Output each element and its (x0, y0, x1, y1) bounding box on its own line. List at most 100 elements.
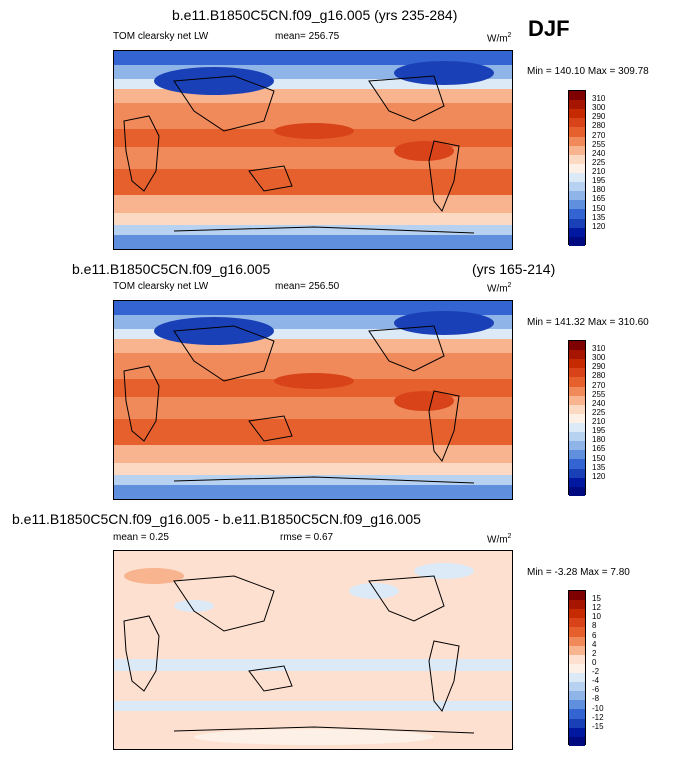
panel2-minmax: Min = 141.32 Max = 310.60 (527, 317, 649, 328)
colorbar-segment (569, 736, 585, 746)
colorbar-segment (569, 182, 585, 192)
panel3-title: b.e11.B1850C5CN.f09_g16.005 - b.e11.B185… (12, 511, 421, 527)
colorbar-segment (569, 91, 585, 101)
colorbar-label: 300 (592, 103, 606, 113)
colorbar-segment (569, 700, 585, 710)
colorbar-label: -8 (592, 694, 600, 704)
colorbar-segment (569, 386, 585, 396)
colorbar-segment (569, 341, 585, 351)
colorbar-segment (569, 200, 585, 210)
colorbar-segment (569, 227, 585, 237)
colorbar-segment (569, 404, 585, 414)
colorbar-segment (569, 691, 585, 701)
panel1-variable: TOM clearsky net LW (113, 31, 209, 42)
colorbar-segment (569, 422, 585, 433)
colorbar-segment (569, 163, 585, 173)
colorbar-label: -10 (592, 703, 604, 713)
colorbar-segment (569, 395, 585, 405)
colorbar-label: 290 (592, 362, 606, 372)
colorbar-label: 6 (592, 630, 597, 640)
colorbar-segment (569, 450, 585, 460)
colorbar-label: 120 (592, 471, 606, 481)
colorbar-segment (569, 377, 585, 387)
panel2-map-graphic (114, 301, 512, 499)
colorbar-segment (569, 654, 585, 664)
colorbar-label: 135 (592, 462, 606, 472)
colorbar-segment (569, 663, 585, 673)
colorbar-segment (569, 127, 585, 137)
colorbar-segment (569, 468, 585, 478)
colorbar-segment (569, 477, 585, 487)
colorbar-segment (569, 486, 585, 496)
colorbar-label: 180 (592, 185, 606, 195)
colorbar-segment (569, 191, 585, 201)
panel3-map-graphic (114, 551, 512, 749)
colorbar-label: 12 (592, 603, 601, 613)
colorbar-label: 310 (592, 344, 606, 354)
panel2-years: (yrs 165-214) (472, 261, 556, 277)
panel2-map (113, 300, 513, 500)
colorbar-label: -12 (592, 712, 604, 722)
colorbar-label: 2 (592, 648, 597, 658)
panel3-units: W/m2 (487, 533, 512, 546)
colorbar-label: 255 (592, 389, 606, 399)
colorbar-segment (569, 709, 585, 719)
colorbar-label: 240 (592, 148, 606, 158)
colorbar-segment (569, 350, 585, 360)
panel3-rmse: rmse = 0.67 (280, 532, 334, 543)
panel1-mean: mean= 256.75 (275, 31, 340, 42)
colorbar-label: 310 (592, 94, 606, 104)
colorbar-label: 150 (592, 453, 606, 463)
colorbar-segment (569, 100, 585, 110)
colorbar-segment (569, 136, 585, 146)
colorbar-segment (569, 718, 585, 728)
colorbar-label: 255 (592, 139, 606, 149)
colorbar-label: 195 (592, 176, 606, 186)
colorbar-label: -6 (592, 685, 600, 695)
colorbar-segment (569, 682, 585, 692)
panel2-colorbar (568, 340, 586, 496)
colorbar-segment (569, 218, 585, 228)
colorbar-segment (569, 109, 585, 119)
panel2-variable: TOM clearsky net LW (113, 281, 209, 292)
colorbar-label: 4 (592, 639, 597, 649)
colorbar-segment (569, 636, 585, 646)
panel1-units: W/m2 (487, 32, 512, 45)
panel2-mean: mean= 256.50 (275, 281, 340, 292)
colorbar-label: -15 (592, 721, 604, 731)
colorbar-label: 280 (592, 121, 606, 131)
colorbar-segment (569, 600, 585, 610)
colorbar-segment (569, 727, 585, 737)
panel1-colorbar (568, 90, 586, 246)
colorbar-label: 225 (592, 157, 606, 167)
colorbar-label: 15 (592, 594, 601, 604)
colorbar-label: 195 (592, 426, 606, 436)
panel1-map (113, 50, 513, 250)
panel1-minmax: Min = 140.10 Max = 309.78 (527, 66, 649, 77)
colorbar-segment (569, 145, 585, 155)
colorbar-label: 165 (592, 194, 606, 204)
panel3-minmax: Min = -3.28 Max = 7.80 (527, 567, 630, 578)
colorbar-segment (569, 645, 585, 655)
colorbar-segment (569, 672, 585, 683)
colorbar-segment (569, 618, 585, 628)
season-label: DJF (528, 16, 570, 41)
colorbar-label: 270 (592, 130, 606, 140)
panel3-mean: mean = 0.25 (113, 532, 169, 543)
panel3-colorbar (568, 590, 586, 746)
colorbar-segment (569, 441, 585, 451)
colorbar-segment (569, 359, 585, 369)
colorbar-segment (569, 118, 585, 128)
colorbar-label: 120 (592, 221, 606, 231)
colorbar-label: 280 (592, 371, 606, 381)
panel3-map (113, 550, 513, 750)
colorbar-segment (569, 154, 585, 164)
colorbar-label: 180 (592, 435, 606, 445)
panel1-map-graphic (114, 51, 512, 249)
colorbar-segment (569, 609, 585, 619)
colorbar-segment (569, 172, 585, 183)
colorbar-label: 300 (592, 353, 606, 363)
colorbar-segment (569, 368, 585, 378)
colorbar-label: 8 (592, 621, 597, 631)
colorbar-segment (569, 432, 585, 442)
